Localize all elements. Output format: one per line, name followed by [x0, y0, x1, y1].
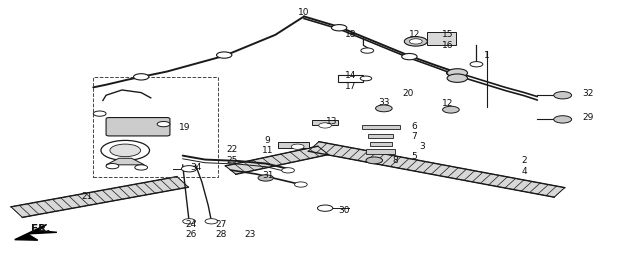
Text: 10: 10 — [298, 8, 310, 17]
Text: 22: 22 — [227, 145, 237, 154]
Bar — [366, 149, 395, 154]
Text: 23: 23 — [244, 230, 255, 239]
Text: 6: 6 — [412, 122, 417, 131]
Circle shape — [101, 140, 150, 160]
Text: 26: 26 — [186, 230, 196, 239]
Circle shape — [258, 175, 273, 181]
Circle shape — [181, 166, 196, 172]
Text: 7: 7 — [412, 132, 417, 141]
Circle shape — [361, 48, 374, 53]
Circle shape — [554, 92, 572, 99]
Text: 8: 8 — [392, 156, 398, 165]
Circle shape — [447, 70, 462, 76]
Circle shape — [360, 76, 372, 81]
Polygon shape — [308, 142, 564, 197]
Circle shape — [402, 54, 417, 60]
Text: 3: 3 — [419, 142, 425, 151]
Circle shape — [135, 165, 148, 170]
Polygon shape — [106, 158, 145, 165]
Bar — [338, 75, 364, 82]
Text: 17: 17 — [345, 82, 356, 91]
FancyBboxPatch shape — [106, 117, 170, 136]
Text: 1: 1 — [484, 51, 490, 60]
Circle shape — [404, 37, 428, 46]
Circle shape — [106, 163, 119, 169]
Circle shape — [182, 219, 195, 224]
Circle shape — [470, 62, 483, 67]
Text: 34: 34 — [190, 163, 201, 172]
Bar — [278, 142, 309, 148]
Text: 12: 12 — [409, 30, 420, 39]
Circle shape — [410, 39, 422, 44]
Circle shape — [294, 182, 307, 187]
Circle shape — [291, 144, 304, 149]
Circle shape — [134, 74, 149, 80]
Circle shape — [376, 105, 392, 112]
Text: 16: 16 — [442, 41, 454, 50]
Circle shape — [93, 111, 106, 116]
Text: 24: 24 — [186, 220, 196, 229]
Text: 18: 18 — [345, 30, 356, 39]
Circle shape — [447, 74, 467, 82]
Text: 28: 28 — [215, 230, 227, 239]
Text: 2: 2 — [522, 156, 527, 165]
Circle shape — [216, 52, 232, 58]
Circle shape — [317, 205, 333, 211]
Text: 15: 15 — [442, 30, 454, 39]
Circle shape — [282, 168, 294, 173]
Text: 5: 5 — [412, 152, 417, 161]
Text: 30: 30 — [339, 206, 350, 215]
Bar — [362, 125, 400, 129]
Text: 31: 31 — [262, 171, 273, 180]
Text: FR.: FR. — [31, 224, 50, 234]
Text: 32: 32 — [582, 89, 594, 98]
Text: 11: 11 — [262, 146, 273, 155]
Circle shape — [110, 144, 141, 157]
Bar — [312, 120, 338, 125]
Text: 12: 12 — [442, 99, 453, 108]
Text: 4: 4 — [522, 167, 527, 176]
Circle shape — [205, 219, 218, 224]
Bar — [93, 77, 218, 177]
Text: 14: 14 — [345, 71, 356, 80]
Circle shape — [554, 116, 572, 123]
Circle shape — [447, 69, 467, 77]
Circle shape — [443, 106, 460, 113]
Bar — [370, 142, 392, 146]
Text: 19: 19 — [179, 123, 190, 132]
Bar — [428, 32, 456, 45]
Text: 33: 33 — [378, 98, 390, 107]
Polygon shape — [11, 177, 188, 217]
Circle shape — [332, 25, 347, 31]
Text: 27: 27 — [215, 220, 227, 229]
Bar — [368, 134, 394, 138]
Circle shape — [366, 157, 383, 164]
Text: 20: 20 — [403, 89, 414, 98]
Text: 29: 29 — [582, 113, 594, 122]
Text: 9: 9 — [265, 136, 271, 145]
Polygon shape — [15, 224, 57, 240]
Circle shape — [319, 123, 332, 128]
Text: 13: 13 — [326, 117, 337, 126]
Text: 25: 25 — [226, 156, 237, 165]
Text: 21: 21 — [81, 192, 93, 201]
Polygon shape — [225, 146, 328, 174]
Circle shape — [157, 121, 170, 127]
